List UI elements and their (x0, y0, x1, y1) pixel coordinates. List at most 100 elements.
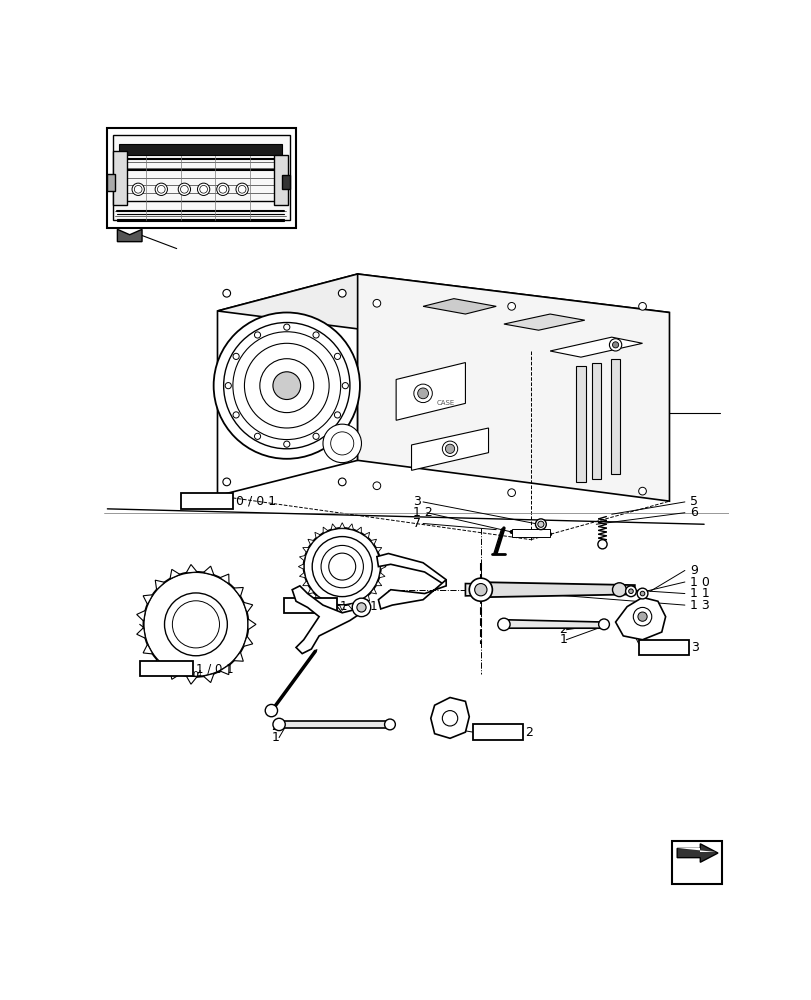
Polygon shape (357, 274, 668, 501)
Circle shape (222, 478, 230, 486)
Circle shape (334, 353, 340, 359)
Circle shape (507, 302, 515, 310)
Circle shape (178, 183, 191, 195)
Polygon shape (370, 539, 376, 545)
Polygon shape (375, 581, 381, 586)
Text: 0 / 0 1: 0 / 0 1 (236, 495, 276, 508)
Bar (107, 174, 115, 191)
Circle shape (217, 183, 229, 195)
Circle shape (611, 583, 625, 597)
Circle shape (639, 591, 644, 596)
Circle shape (303, 528, 380, 605)
Polygon shape (339, 523, 345, 528)
Polygon shape (331, 524, 336, 530)
Circle shape (414, 384, 431, 403)
Circle shape (222, 289, 230, 297)
Text: 1 3: 1 3 (689, 599, 709, 612)
Polygon shape (504, 620, 603, 628)
Polygon shape (315, 532, 320, 538)
Bar (274, 155, 288, 205)
Circle shape (372, 482, 380, 490)
Polygon shape (676, 848, 714, 852)
Circle shape (328, 553, 355, 580)
Polygon shape (299, 555, 305, 561)
Text: 1 . 2 8: 1 . 2 8 (287, 599, 324, 612)
Text: 5: 5 (689, 495, 697, 508)
Polygon shape (550, 337, 642, 357)
Circle shape (260, 359, 313, 413)
Circle shape (611, 342, 618, 348)
Circle shape (637, 612, 646, 621)
Circle shape (197, 183, 209, 195)
Circle shape (534, 519, 546, 530)
Polygon shape (307, 539, 314, 545)
Polygon shape (217, 274, 357, 496)
Polygon shape (217, 274, 668, 351)
Polygon shape (348, 603, 353, 609)
Circle shape (638, 302, 646, 310)
Polygon shape (186, 564, 197, 573)
Polygon shape (136, 610, 145, 621)
Circle shape (445, 444, 454, 453)
Polygon shape (396, 363, 465, 420)
Polygon shape (379, 555, 384, 561)
Bar (118, 144, 282, 155)
Polygon shape (136, 628, 145, 638)
Polygon shape (378, 580, 445, 609)
Polygon shape (204, 673, 214, 683)
Polygon shape (431, 698, 469, 738)
Text: 6: 6 (689, 506, 697, 519)
Circle shape (609, 339, 621, 351)
Text: 2: 2 (559, 623, 567, 636)
Polygon shape (423, 299, 496, 314)
Polygon shape (143, 644, 152, 654)
Polygon shape (155, 659, 165, 669)
Circle shape (172, 601, 219, 648)
Circle shape (219, 185, 226, 193)
Bar (107, 128, 296, 228)
Text: 0: 0 (193, 671, 199, 680)
Text: 1 . 2 8: 1 . 2 8 (144, 663, 181, 676)
Circle shape (372, 299, 380, 307)
Text: P A G: P A G (642, 641, 673, 654)
Circle shape (442, 711, 457, 726)
Circle shape (144, 572, 248, 677)
Polygon shape (247, 619, 255, 630)
Polygon shape (610, 359, 620, 474)
Polygon shape (303, 548, 308, 552)
Polygon shape (204, 566, 214, 575)
Polygon shape (323, 600, 328, 606)
Circle shape (474, 584, 487, 596)
Bar (113, 135, 290, 220)
Circle shape (598, 619, 609, 630)
Polygon shape (370, 588, 376, 594)
Circle shape (638, 487, 646, 495)
Circle shape (628, 589, 633, 594)
Text: 1: 1 (271, 731, 279, 744)
Text: 1: 1 (559, 633, 567, 646)
Polygon shape (186, 676, 197, 684)
Text: 4: 4 (196, 670, 201, 679)
Circle shape (442, 441, 457, 456)
Polygon shape (243, 636, 252, 646)
Circle shape (134, 185, 142, 193)
Circle shape (338, 289, 345, 297)
Circle shape (624, 586, 636, 597)
Polygon shape (676, 844, 717, 862)
Circle shape (254, 332, 260, 338)
Bar (511, 529, 550, 537)
Circle shape (272, 718, 285, 731)
Circle shape (312, 433, 319, 439)
Polygon shape (220, 665, 229, 675)
Circle shape (323, 424, 361, 463)
Polygon shape (379, 573, 384, 578)
Circle shape (236, 183, 248, 195)
Circle shape (352, 598, 371, 617)
Polygon shape (307, 588, 314, 594)
Polygon shape (281, 721, 388, 728)
Circle shape (157, 185, 165, 193)
Text: P A G: P A G (476, 726, 508, 739)
Polygon shape (331, 603, 336, 609)
Polygon shape (303, 581, 308, 586)
Bar (671, 841, 721, 884)
